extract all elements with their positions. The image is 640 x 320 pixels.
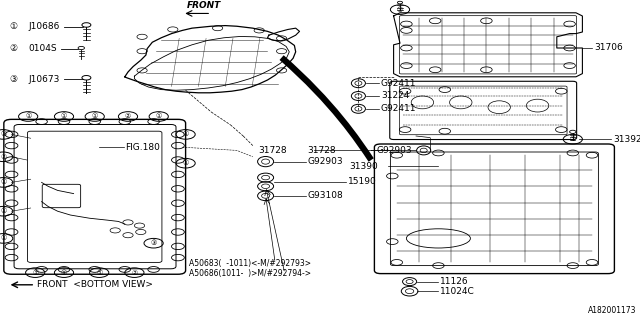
Text: ③: ③ (10, 75, 18, 84)
Text: ①: ① (0, 236, 6, 241)
Text: ①: ① (96, 270, 102, 276)
Text: G93108: G93108 (307, 191, 343, 200)
Text: ①: ① (92, 114, 98, 119)
Text: ①: ① (10, 22, 18, 31)
Text: 31224: 31224 (381, 92, 409, 100)
Text: ③: ③ (150, 240, 157, 246)
Text: 31728: 31728 (258, 146, 287, 155)
Text: 31392: 31392 (613, 135, 640, 144)
Text: A50683(  -1011)<-M/#292793>: A50683( -1011)<-M/#292793> (189, 259, 311, 268)
Text: ①: ① (61, 114, 67, 119)
Text: ②: ② (0, 154, 6, 160)
Text: 11024C: 11024C (440, 287, 474, 296)
Text: 15190: 15190 (348, 177, 376, 186)
Text: G92903: G92903 (376, 146, 412, 155)
Text: G92411: G92411 (381, 79, 416, 88)
Text: ③: ③ (397, 7, 403, 12)
Text: G92411: G92411 (381, 104, 416, 113)
Text: ①: ① (0, 208, 6, 214)
Text: ①: ① (25, 114, 31, 119)
Text: ②: ② (10, 44, 18, 53)
Text: ②: ② (570, 136, 576, 142)
Text: ①: ① (182, 160, 189, 166)
Text: ①: ① (32, 270, 38, 276)
Text: 31706: 31706 (594, 44, 623, 52)
Text: G92903: G92903 (307, 157, 343, 166)
Text: J10673: J10673 (29, 75, 60, 84)
Text: ①: ① (0, 132, 6, 137)
Text: ②: ② (125, 114, 131, 119)
Text: ①: ① (61, 270, 67, 276)
Text: FRONT: FRONT (186, 1, 221, 10)
Text: ①: ① (0, 180, 6, 185)
Text: ①: ① (156, 114, 162, 119)
Text: 11126: 11126 (440, 277, 468, 286)
Text: A50686(1011-  )>M/#292794->: A50686(1011- )>M/#292794-> (189, 269, 311, 278)
Text: J10686: J10686 (29, 22, 60, 31)
Text: 31390: 31390 (349, 162, 378, 171)
Text: A182001173: A182001173 (588, 306, 637, 315)
Text: FIG.180: FIG.180 (125, 143, 160, 152)
Text: ②: ② (131, 270, 138, 276)
Text: 31728: 31728 (307, 146, 336, 155)
Text: ①: ① (182, 132, 189, 137)
Text: 0104S: 0104S (29, 44, 58, 53)
Text: FRONT  <BOTTOM VIEW>: FRONT <BOTTOM VIEW> (37, 280, 153, 289)
